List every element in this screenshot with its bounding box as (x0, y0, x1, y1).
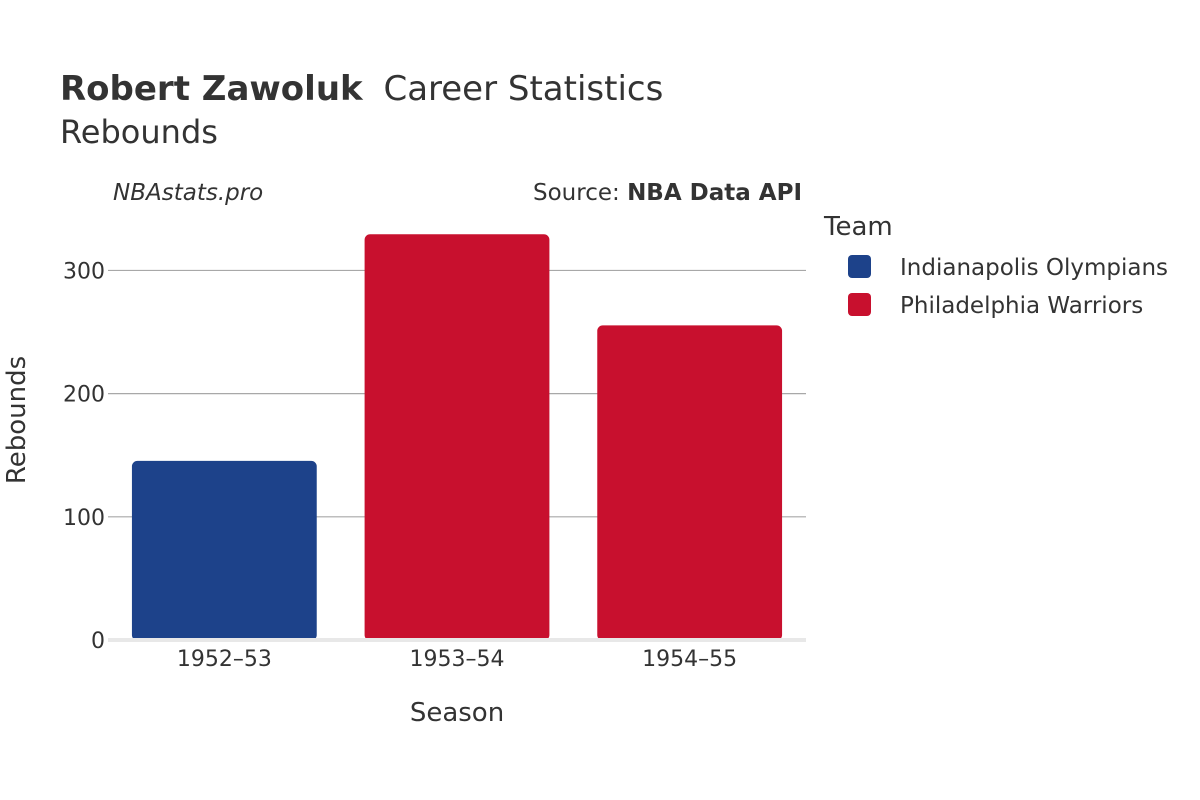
source-credit: Source: NBA Data API (533, 180, 802, 206)
legend-item-label[interactable]: Philadelphia Warriors (900, 293, 1143, 319)
legend-swatch (848, 255, 871, 278)
legend-swatch (848, 293, 871, 316)
bar-1954–55[interactable] (597, 325, 783, 641)
title-suffix: Career Statistics (383, 69, 663, 109)
source-name: NBA Data API (627, 180, 802, 206)
watermark: NBAstats.pro (113, 180, 263, 206)
y-tick-labels: 0 100 200 300 (63, 259, 105, 654)
x-tick-label: 1952–53 (177, 647, 272, 672)
source-prefix: Source: (533, 180, 627, 206)
bar-1953–54[interactable] (364, 234, 550, 641)
y-tick-label: 300 (63, 259, 105, 284)
legend: Indianapolis Olympians Philadelphia Warri… (848, 255, 1168, 319)
x-tick-label: 1954–55 (642, 647, 737, 672)
x-axis-title: Season (410, 698, 504, 728)
bar-1952–53[interactable] (131, 460, 317, 641)
chart-title: Robert Zawoluk Career Statistics (60, 69, 663, 109)
y-tick-label: 0 (91, 629, 105, 654)
bars (131, 234, 783, 641)
chart-subtitle: Rebounds (60, 113, 218, 151)
legend-item-label[interactable]: Indianapolis Olympians (900, 255, 1168, 281)
x-tick-labels: 1952–53 1953–54 1954–55 (177, 647, 737, 672)
y-axis-title: Rebounds (2, 356, 32, 484)
player-name: Robert Zawoluk (60, 69, 364, 109)
x-tick-label: 1953–54 (410, 647, 505, 672)
legend-title: Team (823, 212, 893, 242)
y-tick-label: 200 (63, 383, 105, 408)
y-tick-label: 100 (63, 506, 105, 531)
